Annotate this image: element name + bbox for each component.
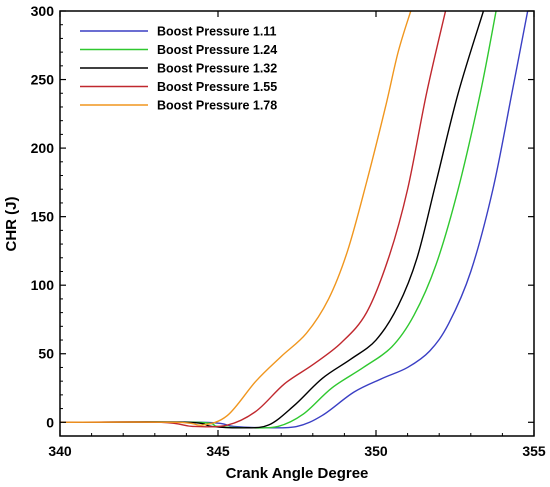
y-tick-label: 200 [31, 140, 55, 156]
y-tick-label: 100 [31, 277, 55, 293]
x-tick-label: 350 [364, 443, 388, 459]
legend-label-5: Boost Pressure 1.78 [157, 99, 277, 113]
x-tick-label: 345 [206, 443, 230, 459]
series-line-1 [60, 11, 529, 429]
x-axis-title: Crank Angle Degree [226, 465, 369, 482]
x-tick-label: 355 [522, 443, 546, 459]
series-line-5 [60, 11, 412, 426]
legend-label-3: Boost Pressure 1.32 [157, 62, 277, 76]
y-tick-label: 50 [38, 346, 54, 362]
legend-label-4: Boost Pressure 1.55 [157, 80, 277, 94]
x-tick-label: 340 [48, 443, 72, 459]
y-tick-label: 250 [31, 72, 55, 88]
y-tick-label: 150 [31, 209, 55, 225]
y-tick-label: 300 [31, 3, 55, 19]
plot-frame [59, 10, 535, 437]
legend-label-2: Boost Pressure 1.24 [157, 43, 277, 57]
series-line-4 [60, 11, 447, 428]
legend-label-1: Boost Pressure 1.11 [157, 25, 277, 39]
y-axis-title: CHR (J) [3, 196, 20, 251]
y-tick-label: 0 [46, 414, 54, 430]
legend: Boost Pressure 1.11 Boost Pressure 1.24 Bo… [80, 25, 277, 113]
